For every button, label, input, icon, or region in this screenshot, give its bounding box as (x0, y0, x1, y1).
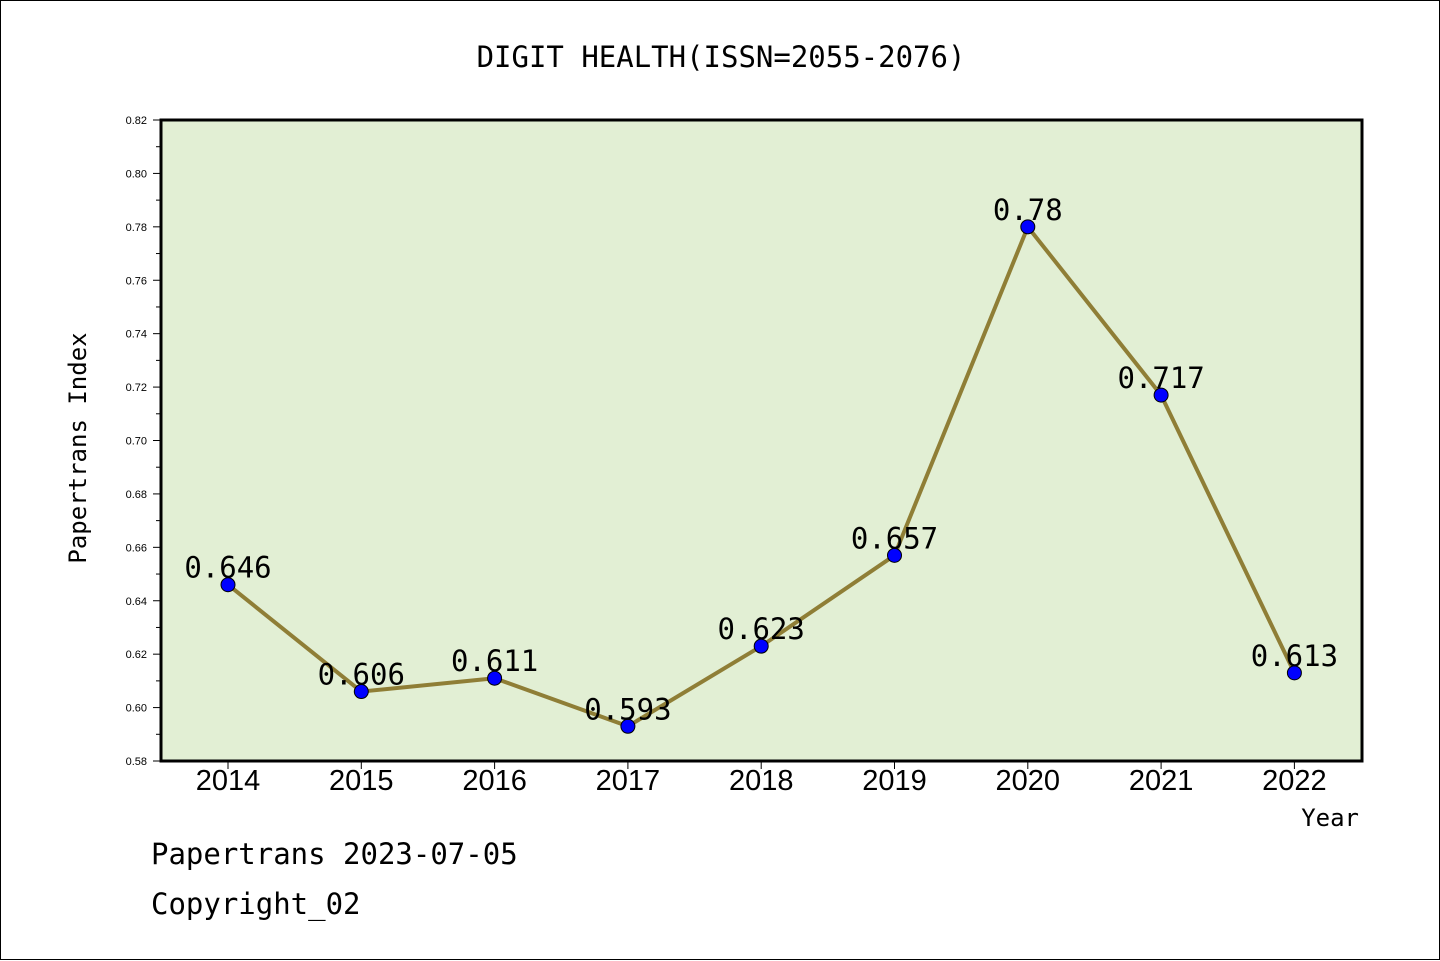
y-tick-label: 0.70 (126, 436, 147, 448)
series-layer: 0.646 0.606 0.611 0.593 0.623 0.657 0.78 0.717 0… (184, 193, 1338, 734)
x-tick-label: 2022 (1262, 765, 1327, 797)
data-point-marker (487, 670, 503, 686)
y-tick-label: 0.82 (126, 115, 147, 127)
data-point-marker (887, 547, 902, 563)
x-tick-label: 2021 (1129, 765, 1194, 797)
y-tick-label: 0.66 (126, 542, 147, 554)
chart-title: DIGIT HEALTH(ISSN=2055-2076) (477, 40, 966, 74)
data-label: 0.611 (451, 644, 538, 678)
y-tick-label: 0.60 (126, 703, 147, 715)
data-label: 0.623 (718, 612, 805, 646)
x-tick-label: 2020 (996, 765, 1061, 797)
footer-copyright-text: Copyright_02 (151, 887, 361, 921)
y-tick-label: 0.72 (126, 382, 147, 394)
x-tick-label: 2019 (862, 765, 927, 797)
y-tick-label: 0.62 (126, 649, 147, 661)
x-tick-label: 2014 (196, 765, 261, 797)
y-axis: 0.58 0.60 0.62 0.64 0.66 0.68 0.70 0.72 0.74 0.76… (126, 115, 161, 768)
data-point-marker (753, 638, 769, 654)
y-tick-label: 0.78 (126, 222, 147, 234)
footer-date-text: Papertrans 2023-07-05 (151, 837, 518, 871)
data-point-marker (220, 577, 236, 593)
x-tick-label: 2015 (329, 765, 394, 797)
data-label: 0.606 (318, 658, 405, 692)
y-tick-label: 0.74 (126, 329, 147, 341)
x-tick-label: 2017 (596, 765, 661, 797)
data-point-marker (1286, 665, 1302, 681)
y-tick-label: 0.58 (126, 756, 147, 768)
plot-area (159, 118, 1364, 763)
data-label: 0.78 (993, 193, 1063, 227)
x-axis: 2014 2015 2016 2017 2018 2019 2020 2021 2022 (196, 761, 1327, 797)
data-label: 0.646 (184, 551, 271, 585)
y-tick-label: 0.68 (126, 489, 147, 501)
data-point-marker (1153, 387, 1169, 403)
data-label: 0.613 (1251, 639, 1338, 673)
data-label: 0.657 (851, 521, 938, 555)
y-tick-label: 0.76 (126, 275, 147, 287)
x-tick-label: 2018 (729, 765, 794, 797)
data-point-marker (620, 718, 636, 734)
data-label: 0.593 (584, 692, 671, 726)
data-label: 0.717 (1117, 361, 1204, 395)
y-axis-label: Papertrans Index (64, 332, 92, 563)
x-axis-label: Year (1301, 804, 1359, 832)
data-point-marker (1020, 219, 1036, 235)
y-tick-label: 0.80 (126, 168, 147, 180)
data-point-marker (353, 684, 369, 700)
y-tick-label: 0.64 (126, 596, 147, 608)
x-tick-label: 2016 (462, 765, 527, 797)
